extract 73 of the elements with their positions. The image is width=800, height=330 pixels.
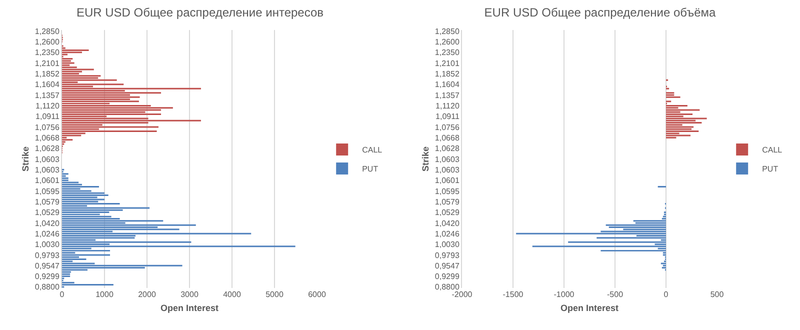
y-tick-label: 1,0246 (34, 229, 60, 238)
x-tick-label: 1000 (96, 290, 114, 299)
y-tick-label: 1,1120 (436, 101, 460, 110)
y-tick-label: 1,1357 (34, 90, 60, 100)
x-tick-label: -2000 (452, 290, 473, 299)
y-tick-label: 1,2101 (434, 58, 460, 68)
y-tick-label: 1,2600 (434, 38, 460, 47)
y-tick-label: 1,1852 (34, 70, 60, 79)
y-tick-label: 1,0420 (34, 218, 60, 228)
y-tick-label: 1,0911 (36, 112, 60, 122)
y-tick-label: 1,0668 (34, 133, 60, 142)
y-tick-label: 0,9547 (34, 261, 60, 270)
y-tick-label: 0,8800 (434, 282, 460, 292)
x-tick-label: 3000 (180, 290, 199, 299)
y-tick-label: 1,0030 (434, 240, 460, 250)
y-tick-label: 1,0603 (34, 165, 60, 174)
y-tick-label: 1,0756 (434, 122, 460, 132)
y-tick-label: 0,9793 (34, 250, 60, 260)
x-axis-title: Open Interest (560, 302, 619, 313)
y-tick-label: 1,0529 (34, 208, 60, 218)
x-tick-label: 6000 (308, 290, 326, 299)
y-tick-label: 1,0595 (34, 186, 60, 196)
y-tick-label: 1,0579 (34, 197, 60, 206)
y-tick-label: 0,9299 (34, 272, 60, 282)
y-tick-label: 1,0756 (34, 122, 60, 132)
y-tick-label: 1,0030 (34, 240, 60, 250)
chart-title: EUR USD Общее распределение интересов (76, 6, 324, 20)
y-tick-label: 1,2350 (434, 48, 460, 58)
x-tick-label: 0 (60, 290, 65, 299)
y-tick-label: 1,2350 (34, 48, 60, 58)
y-tick-label: 1,0628 (434, 144, 460, 154)
y-tick-label: 1,0579 (434, 197, 460, 206)
x-tick-label: -500 (606, 290, 624, 299)
y-tick-label: 1,1604 (34, 80, 60, 90)
chart-title: EUR USD Общее распределение объёма (484, 6, 716, 20)
y-tick-label: 1,0603 (434, 154, 460, 164)
y-tick-label: 1,2600 (34, 38, 60, 47)
y-tick-label: 1,0668 (434, 133, 460, 142)
x-tick-label: 500 (710, 290, 724, 299)
legend-label: CALL (362, 146, 383, 155)
x-tick-label: -1500 (502, 290, 524, 299)
y-tick-label: 1,0595 (434, 186, 460, 196)
y-tick-label: 1,0246 (434, 229, 460, 238)
x-axis-title: Open Interest (160, 302, 219, 313)
legend-label: CALL (762, 146, 783, 155)
y-axis-title: Strike (20, 146, 30, 172)
x-tick-label: -1000 (554, 290, 575, 299)
y-tick-label: 1,0601 (434, 176, 460, 186)
y-tick-label: 0,8800 (34, 282, 60, 292)
y-tick-label: 0,9299 (434, 272, 460, 282)
y-tick-label: 1,1357 (434, 90, 460, 100)
y-tick-label: 1,0911 (436, 112, 460, 122)
y-tick-label: 0,9547 (434, 261, 460, 270)
y-tick-label: 1,0529 (434, 208, 460, 218)
y-tick-label: 1,1604 (434, 80, 460, 90)
x-tick-label: 2000 (138, 290, 156, 299)
x-tick-label: 4000 (223, 290, 242, 299)
x-tick-label: 5000 (266, 290, 284, 299)
y-axis-title: Strike (420, 146, 430, 172)
legend-label: PUT (762, 164, 778, 174)
y-tick-label: 1,0628 (34, 144, 60, 154)
y-tick-label: 0,9793 (434, 250, 460, 260)
y-tick-label: 1,0603 (434, 165, 460, 174)
x-tick-label: 0 (664, 290, 669, 299)
y-tick-label: 1,1852 (434, 70, 460, 79)
y-tick-label: 1,0601 (34, 176, 60, 186)
y-tick-label: 1,0420 (434, 218, 460, 228)
y-tick-label: 1,1120 (36, 101, 60, 110)
y-tick-label: 1,2850 (434, 26, 460, 36)
y-tick-label: 1,2101 (34, 58, 60, 68)
y-tick-label: 1,0603 (34, 154, 60, 164)
legend-label: PUT (362, 164, 378, 174)
y-tick-label: 1,2850 (34, 26, 60, 36)
